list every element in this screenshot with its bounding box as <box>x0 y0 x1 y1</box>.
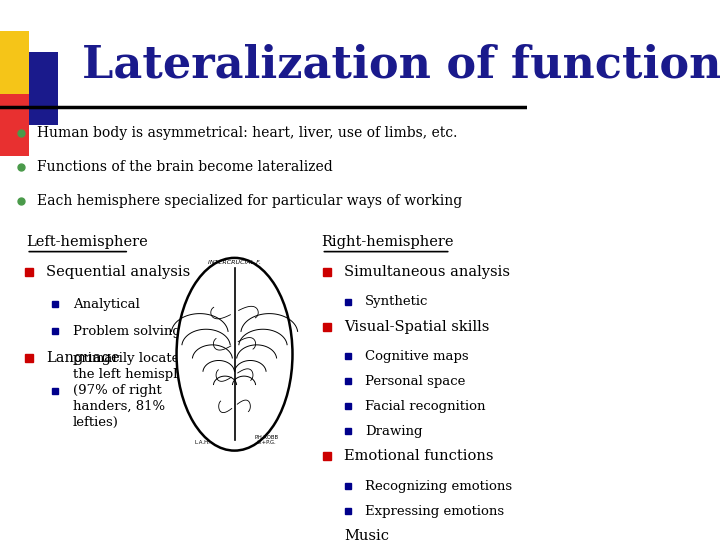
FancyBboxPatch shape <box>0 94 29 156</box>
FancyBboxPatch shape <box>29 52 58 125</box>
Text: Visual-Spatial skills: Visual-Spatial skills <box>344 320 490 334</box>
Text: Sequential analysis: Sequential analysis <box>46 265 191 279</box>
Text: Drawing: Drawing <box>365 425 423 438</box>
Text: Problem solving: Problem solving <box>73 325 181 338</box>
Text: Functions of the brain become lateralized: Functions of the brain become lateralize… <box>37 160 333 174</box>
Text: Lateralization of functions: Lateralization of functions <box>81 44 720 86</box>
Text: Analytical: Analytical <box>73 298 140 310</box>
Text: Expressing emotions: Expressing emotions <box>365 504 504 517</box>
Text: Synthetic: Synthetic <box>365 295 428 308</box>
Ellipse shape <box>176 258 292 450</box>
Text: Right-hemisphere: Right-hemisphere <box>321 235 454 249</box>
Text: Human body is asymmetrical: heart, liver, use of limbs, etc.: Human body is asymmetrical: heart, liver… <box>37 126 457 140</box>
Text: Facial recognition: Facial recognition <box>365 400 486 413</box>
Text: Recognizing emotions: Recognizing emotions <box>365 480 513 492</box>
Text: Personal space: Personal space <box>365 375 466 388</box>
Text: Each hemisphere specialized for particular ways of working: Each hemisphere specialized for particul… <box>37 193 462 207</box>
FancyBboxPatch shape <box>0 31 29 94</box>
Text: Cognitive maps: Cognitive maps <box>365 350 469 363</box>
Text: primarily located in
the left hemisphere
(97% of right
handers, 81%
lefties): primarily located in the left hemisphere… <box>73 352 204 429</box>
Text: Language: Language <box>46 352 120 366</box>
Text: INTERCRUCIAL F.: INTERCRUCIAL F. <box>208 260 261 266</box>
Text: P.H.ROBB
G.+P.G.: P.H.ROBB G.+P.G. <box>254 435 278 446</box>
Text: Music: Music <box>344 529 389 540</box>
Text: L.A.H.: L.A.H. <box>195 441 211 446</box>
Text: Left-hemisphere: Left-hemisphere <box>27 235 148 249</box>
Text: Simultaneous analysis: Simultaneous analysis <box>344 265 510 279</box>
Text: Emotional functions: Emotional functions <box>344 449 494 463</box>
